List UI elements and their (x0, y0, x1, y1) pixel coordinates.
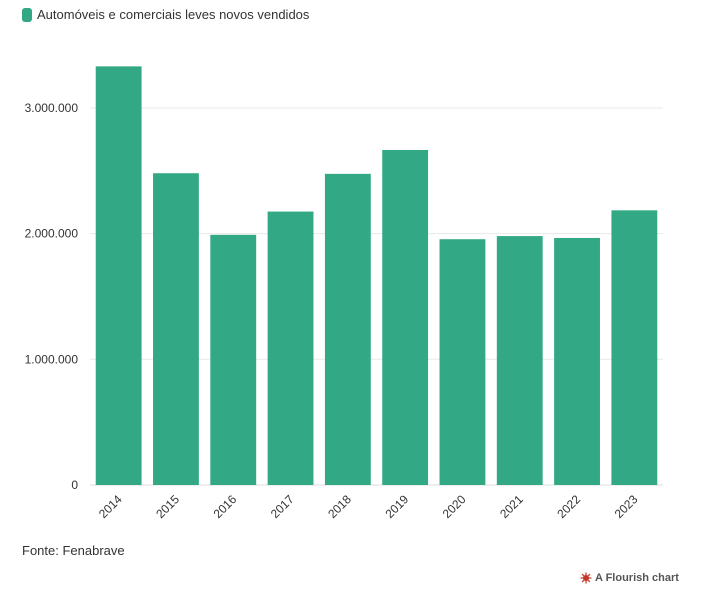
y-tick-label: 0 (71, 478, 78, 492)
flourish-logo-icon (580, 572, 592, 584)
bar-2018[interactable] (324, 173, 371, 485)
x-tick-label: 2021 (497, 492, 526, 521)
y-tick-label: 3.000.000 (25, 101, 79, 115)
bar-2016[interactable] (210, 234, 257, 485)
bar-2021[interactable] (496, 236, 543, 485)
x-tick-label: 2015 (153, 492, 182, 521)
y-axis-ticks: 0 1.000.000 2.000.000 3.000.000 (25, 101, 79, 492)
x-axis-ticks: 2014 2015 2016 2017 2018 2019 2020 2021 2022 2023 (96, 492, 641, 521)
y-tick-label: 1.000.000 (25, 352, 79, 366)
legend: Automóveis e comerciais leves novos vend… (22, 7, 309, 22)
bar-2014[interactable] (95, 66, 142, 485)
bar-2019[interactable] (382, 149, 429, 485)
x-tick-label: 2016 (211, 492, 240, 521)
bar-2023[interactable] (611, 210, 658, 486)
bar-2022[interactable] (554, 237, 600, 485)
x-tick-label: 2020 (440, 492, 469, 521)
x-tick-label: 2018 (325, 492, 354, 521)
x-tick-label: 2019 (382, 492, 411, 521)
x-tick-label: 2017 (268, 492, 297, 521)
bars (95, 66, 658, 486)
x-tick-label: 2014 (96, 492, 125, 521)
legend-label: Automóveis e comerciais leves novos vend… (37, 7, 310, 22)
flourish-credit[interactable]: A Flourish chart (580, 572, 679, 584)
x-tick-label: 2023 (612, 492, 641, 521)
x-tick-label: 2022 (554, 492, 583, 521)
credit-label: A Flourish chart (595, 572, 679, 584)
legend-swatch (22, 7, 32, 22)
bar-2020[interactable] (439, 239, 486, 485)
y-tick-label: 2.000.000 (25, 227, 79, 241)
source-note: Fonte: Fenabrave (22, 543, 125, 558)
bar-2015[interactable] (153, 173, 199, 485)
bar-2017[interactable] (267, 211, 314, 486)
